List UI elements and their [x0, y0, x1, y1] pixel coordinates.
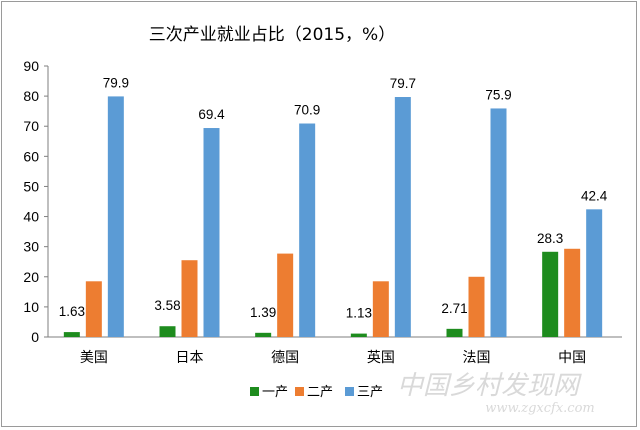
bar-一产: [350, 333, 367, 337]
category-label: 中国: [558, 350, 586, 366]
legend-swatch-二产: [295, 387, 304, 396]
bar-二产: [277, 253, 294, 337]
data-label: 79.7: [390, 76, 416, 91]
legend-label: 三产: [357, 385, 383, 400]
y-tick-label: 30: [23, 239, 39, 255]
bar-三产: [490, 108, 507, 337]
watermark-cn: 中国乡村发现网: [397, 371, 582, 401]
bar-一产: [542, 251, 559, 337]
legend-swatch-三产: [345, 387, 354, 396]
y-tick-label: 20: [23, 269, 39, 285]
watermark: 中国乡村发现网 www.zgxcfx.com: [397, 371, 595, 416]
bar-三产: [107, 96, 124, 337]
y-tick-label: 40: [23, 209, 39, 225]
category-label: 德国: [271, 350, 299, 366]
legend: 一产 二产 三产: [250, 385, 383, 400]
y-axis-ticks: 0 10 20 30 40 50 60 70 80 90: [23, 58, 48, 345]
data-label: 28.3: [537, 231, 563, 246]
bar-一产: [159, 326, 176, 337]
data-label: 1.63: [59, 304, 85, 319]
y-tick-label: 10: [23, 299, 39, 315]
bars: [63, 96, 603, 338]
bar-二产: [468, 276, 485, 337]
legend-label: 二产: [307, 385, 333, 400]
category-label: 法国: [463, 350, 491, 366]
bar-三产: [299, 123, 316, 337]
category-labels: 美国 日本 德国 英国 法国 中国: [80, 349, 586, 366]
data-label: 1.13: [346, 306, 372, 321]
bar-二产: [372, 281, 389, 337]
legend-swatch-一产: [250, 387, 259, 396]
bar-二产: [85, 281, 102, 337]
data-label: 1.39: [250, 305, 276, 320]
axes: [47, 66, 622, 338]
data-label: 69.4: [198, 107, 225, 122]
legend-label: 一产: [262, 385, 288, 400]
chart-title: 三次产业就业占比（2015，%）: [149, 25, 395, 45]
y-tick-label: 70: [23, 118, 39, 134]
bar-三产: [203, 128, 220, 337]
bar-二产: [564, 248, 581, 337]
data-label: 3.58: [154, 298, 180, 313]
y-tick-label: 0: [31, 329, 39, 345]
y-tick-label: 90: [23, 58, 39, 74]
bar-三产: [586, 209, 603, 337]
y-tick-label: 50: [23, 178, 39, 194]
bar-一产: [63, 332, 80, 337]
data-labels: 1.63 79.9 3.58 69.4 1.39 70.9 1.13 79.7 2.71 75.9…: [59, 75, 608, 320]
category-label: 日本: [176, 350, 204, 366]
data-label: 70.9: [294, 103, 320, 118]
category-label: 美国: [80, 350, 108, 366]
data-label: 42.4: [581, 188, 608, 203]
data-label: 79.9: [103, 75, 129, 90]
data-label: 2.71: [441, 301, 467, 316]
watermark-url: www.zgxcfx.com: [485, 401, 594, 416]
data-label: 75.9: [485, 87, 511, 102]
y-tick-label: 60: [23, 148, 39, 164]
category-label: 英国: [367, 349, 395, 366]
y-tick-label: 80: [23, 88, 39, 104]
bar-二产: [181, 260, 198, 337]
bar-三产: [394, 97, 411, 338]
bar-一产: [446, 328, 463, 337]
bar-一产: [255, 332, 272, 337]
